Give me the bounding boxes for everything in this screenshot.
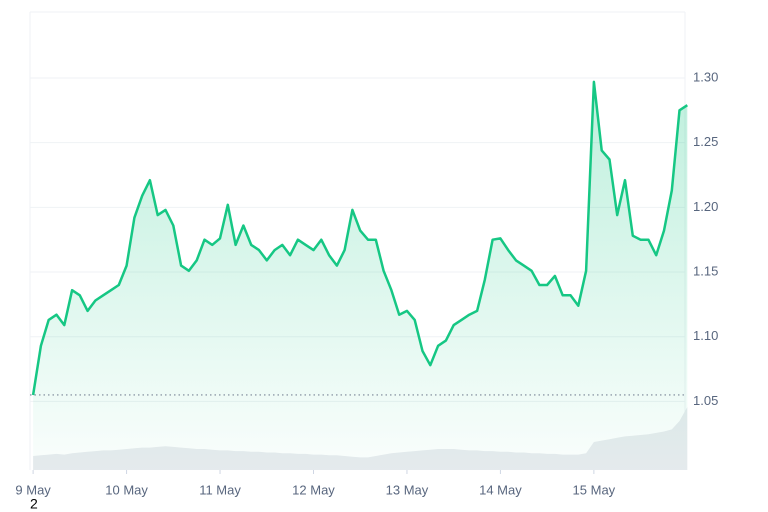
y-tick-label: 1.10 [693, 328, 718, 343]
price-line [31, 80, 688, 396]
y-tick-label: 1.30 [693, 69, 718, 84]
x-tick-label: 13 May [386, 482, 429, 497]
x-tick-label: 12 May [292, 482, 335, 497]
x-tick-label: 10 May [105, 482, 148, 497]
y-tick-label: 1.05 [693, 393, 718, 408]
y-tick-label: 1.20 [693, 199, 718, 214]
y-tick-label: 1.25 [693, 134, 718, 149]
price-area [33, 81, 688, 471]
x-tick-label: 9 May [15, 482, 51, 497]
x-tick-label: 15 May [573, 482, 616, 497]
y-tick-label: 1.15 [693, 263, 718, 278]
x-tick-label: 14 May [479, 482, 522, 497]
annotation: 2 [30, 496, 38, 512]
x-tick-label: 11 May [199, 482, 241, 497]
